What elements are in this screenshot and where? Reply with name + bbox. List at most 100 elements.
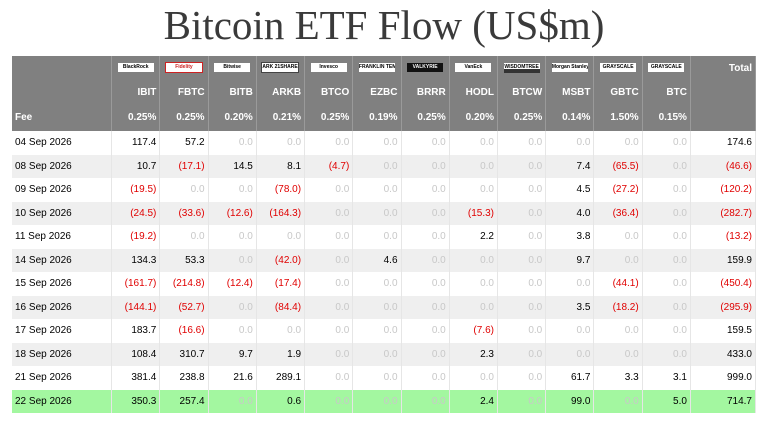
issuer-logo-cell: WISDOMTREE <box>497 56 547 80</box>
table-row: 17 Sep 2026 183.7 (16.6) 0.0 0.0 0.0 0.0 0.0 (7.… <box>12 319 757 343</box>
flow-cell: 0.0 <box>401 154 450 178</box>
flow-cell: 9.7 <box>545 248 595 272</box>
flow-cell: 0.0 <box>208 319 257 343</box>
total-cell: (13.2) <box>690 225 757 249</box>
flow-cell: 3.3 <box>593 366 643 390</box>
issuer-logo-row: BlackRock Fidelity Bitwise ARK 21SHARES Inve… <box>12 56 757 80</box>
flow-cell: (19.5) <box>111 178 161 202</box>
flow-cell: 2.3 <box>449 342 498 366</box>
issuer-logo-cell: Invesco <box>304 56 354 80</box>
ticker-header: EZBC <box>352 80 402 104</box>
flow-cell: 0.0 <box>352 178 402 202</box>
etf-flow-table: BlackRock Fidelity Bitwise ARK 21SHARES Inve… <box>12 56 757 413</box>
ticker-header: GBTC <box>593 80 643 104</box>
flow-cell: 0.0 <box>593 319 643 343</box>
flow-cell: 0.0 <box>304 131 354 155</box>
flow-cell: 4.5 <box>545 178 595 202</box>
ticker-header: ARKB <box>256 80 306 104</box>
flow-cell: 0.0 <box>304 201 354 225</box>
flow-cell: (78.0) <box>256 178 306 202</box>
fee-cell: 0.15% <box>642 104 691 131</box>
date-cell: 08 Sep 2026 <box>12 154 113 178</box>
flow-cell: 0.0 <box>593 248 643 272</box>
flow-cell: 183.7 <box>111 319 161 343</box>
flow-cell: 0.0 <box>449 366 498 390</box>
flow-cell: 0.0 <box>497 154 547 178</box>
total-cell: 159.9 <box>690 248 757 272</box>
fee-cell: 0.19% <box>352 104 402 131</box>
fee-cell: 0.25% <box>401 104 450 131</box>
issuer-logo-icon: GRAYSCALE <box>600 63 637 73</box>
flow-cell: 117.4 <box>111 131 161 155</box>
fee-cell: 0.25% <box>111 104 161 131</box>
flow-cell: (84.4) <box>256 295 306 319</box>
issuer-logo-icon: Invesco <box>310 63 347 73</box>
issuer-logo-cell: ARK 21SHARES <box>256 56 306 80</box>
header-blank-cell <box>690 80 757 104</box>
table-row: 21 Sep 2026 381.4 238.8 21.6 289.1 0.0 0.0 0.0 0… <box>12 366 757 390</box>
flow-cell: (27.2) <box>593 178 643 202</box>
flow-cell: 0.0 <box>593 131 643 155</box>
ticker-header: MSBT <box>545 80 595 104</box>
flow-cell: 381.4 <box>111 366 161 390</box>
flow-cell: 0.0 <box>304 272 354 296</box>
flow-cell: 0.0 <box>545 319 595 343</box>
fee-row: Fee 0.25% 0.25% 0.20% 0.21% 0.25% 0.19% 0.25% 0.… <box>12 104 757 131</box>
flow-cell: 0.0 <box>593 342 643 366</box>
flow-cell: 10.7 <box>111 154 161 178</box>
total-header: Total <box>690 56 757 80</box>
total-cell: 159.5 <box>690 319 757 343</box>
table-row: 11 Sep 2026 (19.2) 0.0 0.0 0.0 0.0 0.0 0.0 2.2 0.… <box>12 225 757 249</box>
total-cell: 433.0 <box>690 342 757 366</box>
flow-cell: 0.0 <box>642 154 691 178</box>
flow-cell: 0.0 <box>401 225 450 249</box>
ticker-header: FBTC <box>159 80 209 104</box>
flow-cell: (33.6) <box>159 201 209 225</box>
issuer-logo-icon: Fidelity <box>164 62 203 74</box>
flow-cell: 0.0 <box>304 342 354 366</box>
flow-cell: 0.0 <box>545 272 595 296</box>
flow-cell: 0.0 <box>642 225 691 249</box>
header-blank-cell <box>690 104 757 131</box>
ticker-header: BTCW <box>497 80 547 104</box>
flow-cell: 0.0 <box>642 272 691 296</box>
flow-cell: 0.0 <box>642 201 691 225</box>
flow-cell: (44.1) <box>593 272 643 296</box>
fee-cell: 0.25% <box>304 104 354 131</box>
date-cell: 15 Sep 2026 <box>12 272 113 296</box>
flow-cell: 0.0 <box>497 389 547 413</box>
date-cell: 10 Sep 2026 <box>12 201 113 225</box>
date-cell: 18 Sep 2026 <box>12 342 113 366</box>
issuer-logo-icon: FRANKLIN TEMPLETON <box>358 63 395 73</box>
flow-cell: 61.7 <box>545 366 595 390</box>
flow-cell: 2.2 <box>449 225 498 249</box>
flow-cell: 99.0 <box>545 389 595 413</box>
issuer-logo-cell: Morgan Stanley <box>545 56 595 80</box>
date-cell: 22 Sep 2026 <box>12 389 113 413</box>
flow-cell: 53.3 <box>159 248 209 272</box>
flow-cell: (16.6) <box>159 319 209 343</box>
ticker-header: BTCO <box>304 80 354 104</box>
fee-cell: 0.25% <box>159 104 209 131</box>
total-cell: 999.0 <box>690 366 757 390</box>
issuer-logo-icon: GRAYSCALE <box>648 63 685 73</box>
flow-cell: 0.0 <box>304 248 354 272</box>
flow-cell: 0.0 <box>497 319 547 343</box>
flow-cell: 0.0 <box>545 131 595 155</box>
flow-cell: 0.0 <box>352 295 402 319</box>
fee-cell: 0.21% <box>256 104 306 131</box>
issuer-logo-cell: GRAYSCALE <box>593 56 643 80</box>
flow-cell: 0.0 <box>497 272 547 296</box>
flow-cell: 0.0 <box>449 272 498 296</box>
fee-cell: 0.25% <box>497 104 547 131</box>
flow-cell: (42.0) <box>256 248 306 272</box>
page-title: Bitcoin ETF Flow (US$m) <box>163 2 605 48</box>
fee-cell: 1.50% <box>593 104 643 131</box>
flow-cell: 2.4 <box>449 389 498 413</box>
flow-cell: 0.0 <box>208 178 257 202</box>
flow-cell: 0.0 <box>401 295 450 319</box>
issuer-logo-icon: VALKYRIE <box>407 63 444 73</box>
ticker-header: BRRR <box>401 80 450 104</box>
table-row: 08 Sep 2026 10.7 (17.1) 14.5 8.1 (4.7) 0.0 0.0 0… <box>12 154 757 178</box>
flow-cell: 0.0 <box>497 201 547 225</box>
